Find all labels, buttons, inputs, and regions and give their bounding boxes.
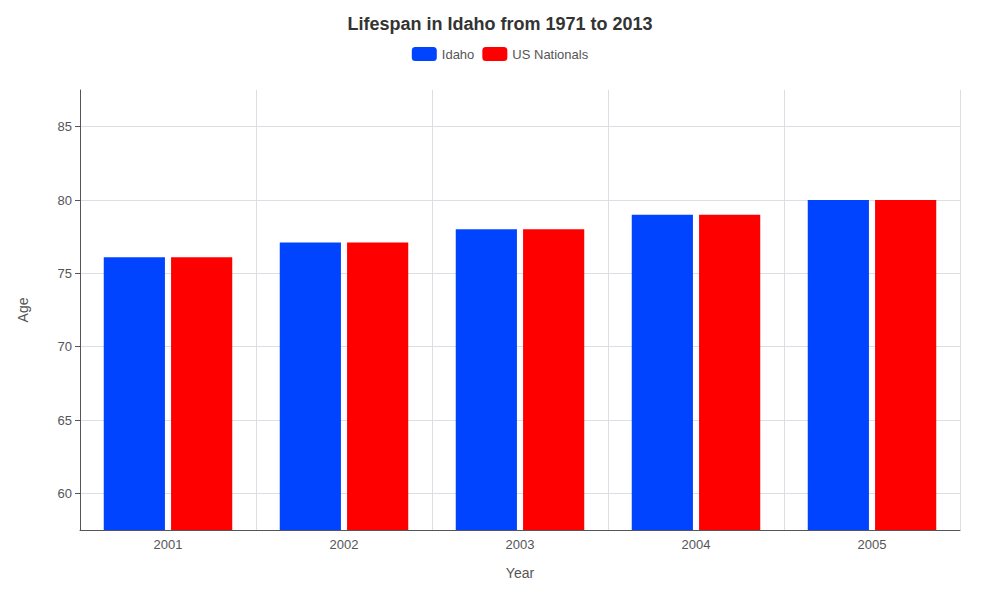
svg-text:Lifespan in Idaho from 1971 to: Lifespan in Idaho from 1971 to 2013 — [347, 14, 652, 34]
svg-text:2003: 2003 — [506, 537, 535, 552]
svg-text:US Nationals: US Nationals — [512, 47, 588, 62]
svg-text:2001: 2001 — [154, 537, 183, 552]
svg-text:Idaho: Idaho — [442, 47, 475, 62]
svg-text:2002: 2002 — [330, 537, 359, 552]
svg-text:75: 75 — [58, 266, 72, 281]
svg-text:60: 60 — [58, 486, 72, 501]
svg-text:85: 85 — [58, 119, 72, 134]
svg-text:70: 70 — [58, 339, 72, 354]
svg-text:Year: Year — [506, 565, 535, 581]
svg-text:2005: 2005 — [858, 537, 887, 552]
svg-text:80: 80 — [58, 193, 72, 208]
svg-text:2004: 2004 — [682, 537, 711, 552]
svg-text:65: 65 — [58, 413, 72, 428]
svg-text:Age: Age — [15, 297, 31, 322]
